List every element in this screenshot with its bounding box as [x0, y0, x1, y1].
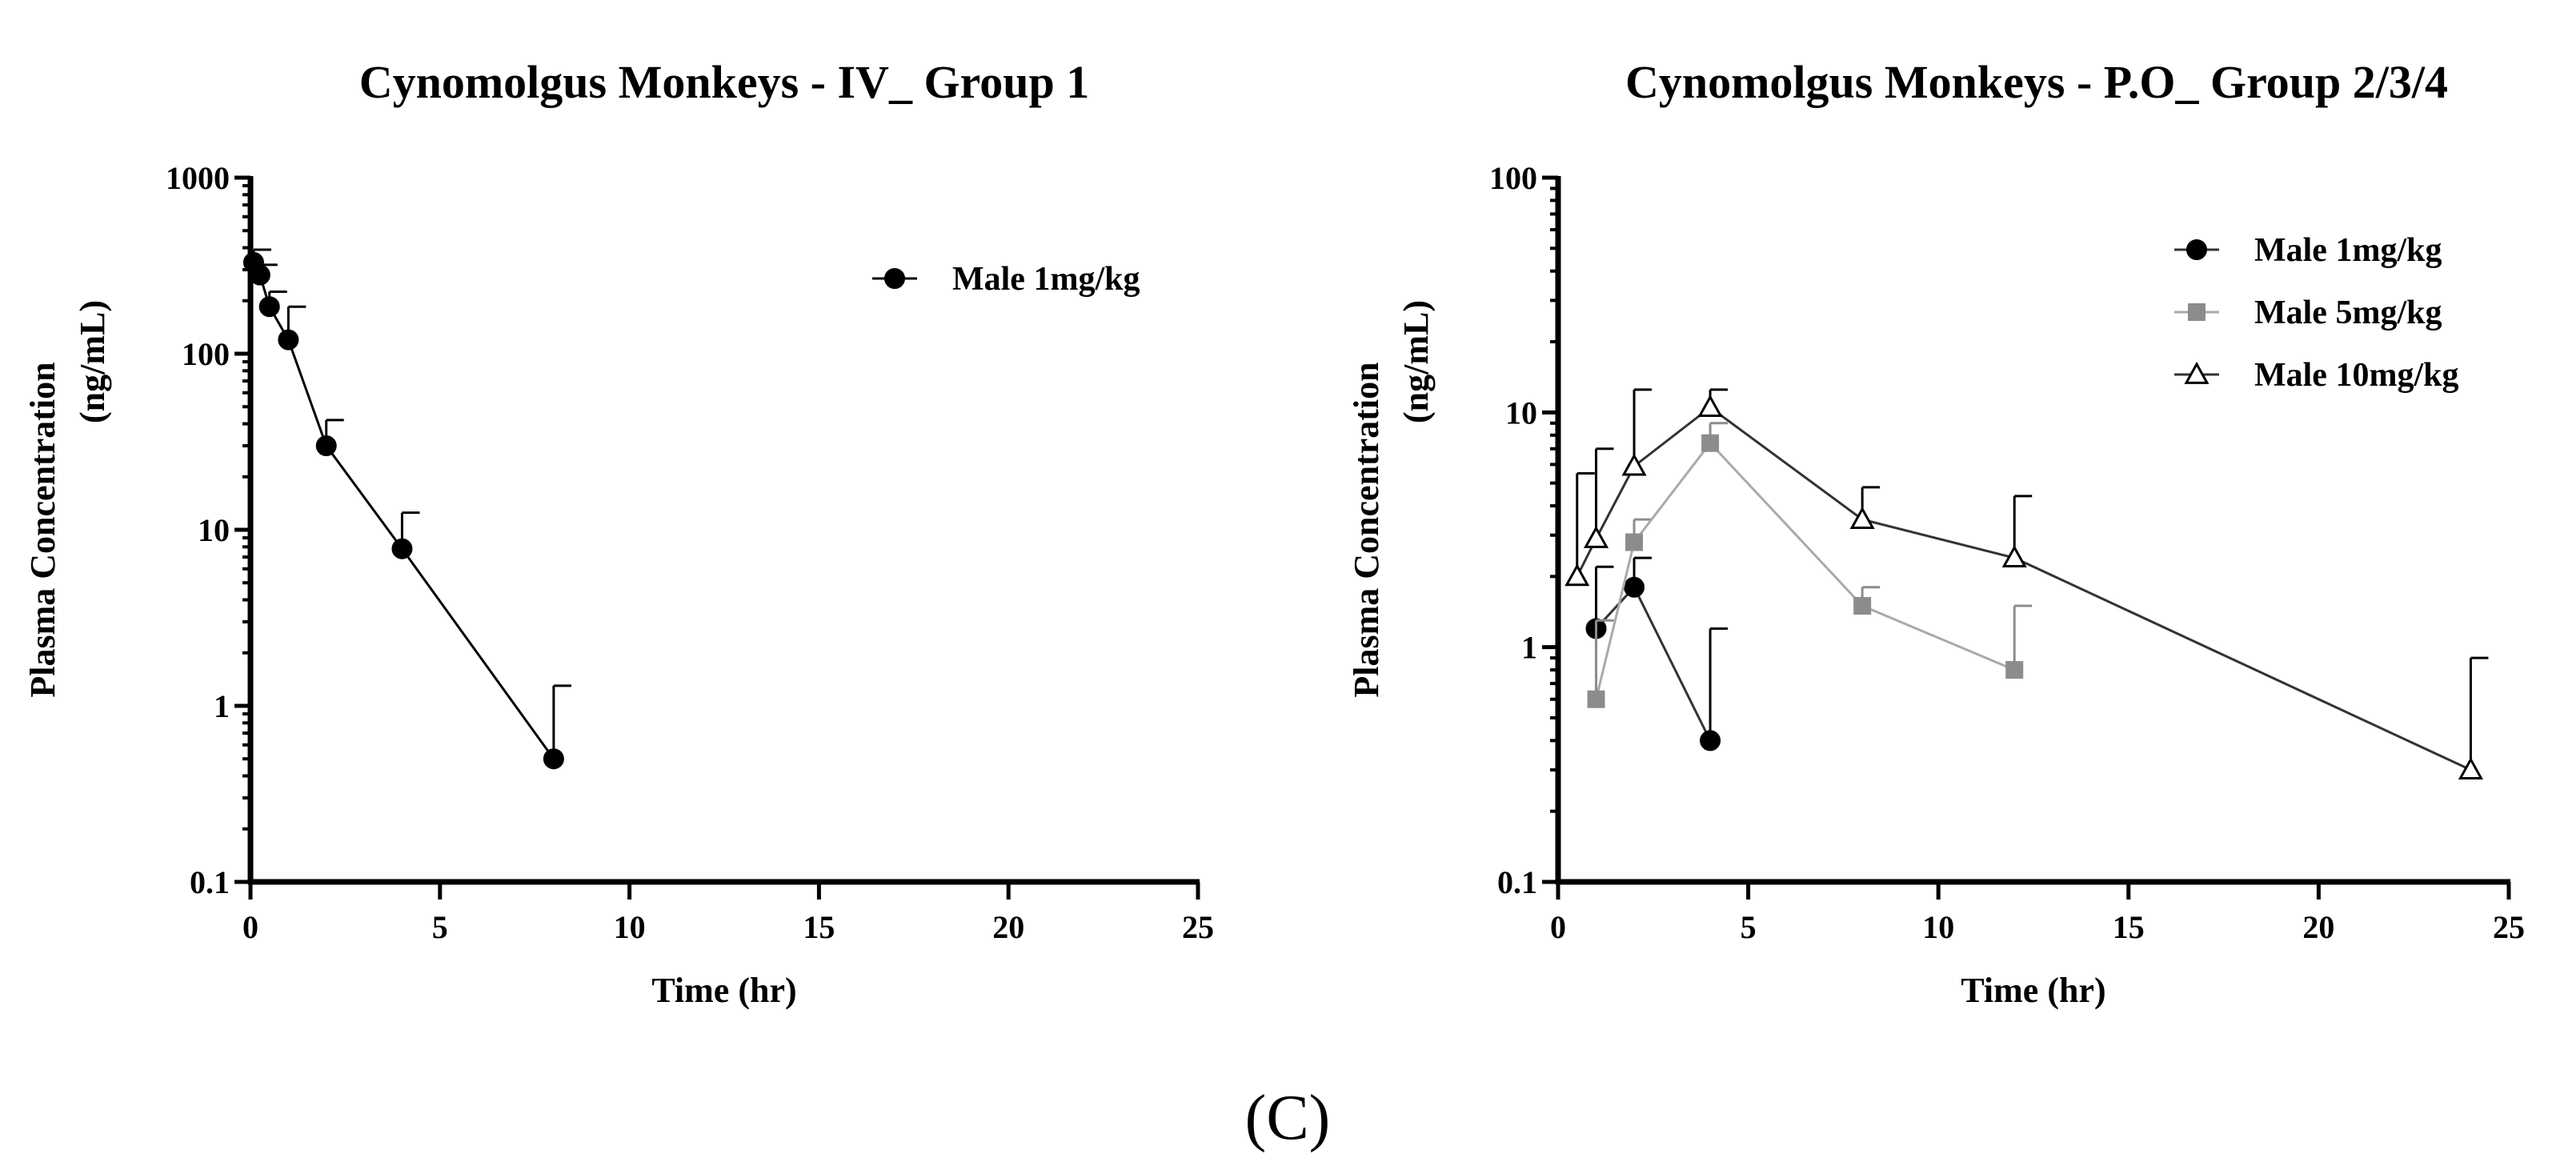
data-point: [1700, 730, 1721, 751]
x-tick-label: 5: [432, 909, 448, 945]
data-point: [2005, 661, 2024, 679]
series-line: [252, 262, 555, 760]
data-point: [543, 748, 564, 770]
series-2: [1564, 388, 2489, 779]
chart-title: Cynomolgus Monkeys - P.O_ Group 2/3/4: [1625, 56, 2448, 108]
chart-iv-group1: Cynomolgus Monkeys - IV_ Group 1 0.1 1 10 10…: [23, 56, 1214, 1010]
y-axis-label: Plasma Concentration: [1347, 362, 1386, 697]
x-tick-label: 10: [1922, 909, 1954, 945]
legend-entry: Male 1mg/kg: [2174, 232, 2442, 269]
legend-marker: [2186, 239, 2207, 260]
x-tick-label: 5: [1741, 909, 1757, 945]
y-tick-label: 100: [1489, 160, 1537, 196]
y-tick-label: 100: [182, 336, 230, 372]
legend-marker: [884, 268, 905, 289]
x-tick-label: 20: [992, 909, 1024, 945]
y-axis-unit-label: (ng/mL): [73, 300, 112, 423]
x-tick-label: 20: [2302, 909, 2334, 945]
data-point: [1583, 525, 1609, 548]
x-axis-label: Time (hr): [651, 971, 796, 1010]
data-point: [1697, 395, 1723, 418]
y-tick-label: 10: [1505, 395, 1537, 431]
data-point: [2458, 756, 2484, 779]
series-1: [1587, 422, 2033, 708]
series-0: [242, 248, 571, 770]
x-tick-label: 0: [242, 909, 258, 945]
data-point: [2001, 545, 2027, 568]
series-line: [1595, 585, 1712, 742]
y-tick-label: 1: [214, 688, 230, 724]
series-line: [1595, 441, 2015, 700]
data-point: [1625, 533, 1644, 551]
y-tick-label: 1000: [166, 160, 230, 196]
legend-entry: Male 10mg/kg: [2174, 357, 2458, 394]
legend-entry: Male 1mg/kg: [872, 261, 1140, 298]
x-tick-label: 0: [1550, 909, 1566, 945]
y-tick-label: 10: [198, 512, 230, 548]
legend-label: Male 1mg/kg: [2254, 232, 2442, 269]
data-point: [278, 329, 299, 351]
legend-label: Male 1mg/kg: [952, 261, 1140, 298]
data-point: [315, 435, 337, 457]
x-axis-label: Time (hr): [1961, 971, 2105, 1010]
legend-label: Male 10mg/kg: [2254, 357, 2458, 394]
x-tick-label: 25: [1182, 909, 1214, 945]
y-axis-unit-label: (ng/mL): [1396, 300, 1436, 423]
data-point: [1564, 563, 1590, 587]
data-point: [1624, 576, 1645, 598]
legend-entry: Male 5mg/kg: [2174, 295, 2442, 331]
y-axis-label: Plasma Concentration: [23, 362, 62, 697]
data-point: [249, 264, 270, 286]
figure-label: (C): [1245, 1083, 1331, 1153]
y-tick-label: 0.1: [1497, 864, 1537, 900]
data-point: [1701, 434, 1720, 452]
data-point: [391, 538, 413, 559]
y-tick-label: 1: [1521, 630, 1537, 666]
data-point: [1621, 453, 1647, 476]
x-tick-label: 25: [2493, 909, 2525, 945]
data-point: [1849, 506, 1875, 529]
chart-po-group234: Cynomolgus Monkeys - P.O_ Group 2/3/4 0.1…: [1347, 56, 2525, 1010]
legend-marker: [2184, 361, 2209, 384]
x-tick-label: 10: [614, 909, 646, 945]
legend-marker: [2188, 303, 2205, 321]
chart-title: Cynomolgus Monkeys - IV_ Group 1: [359, 56, 1090, 108]
legend-label: Male 5mg/kg: [2254, 295, 2442, 331]
x-tick-label: 15: [803, 909, 835, 945]
data-point: [1587, 690, 1605, 708]
data-point: [258, 296, 280, 318]
data-point: [1853, 597, 1872, 615]
y-tick-label: 0.1: [190, 864, 230, 900]
x-tick-label: 15: [2113, 909, 2145, 945]
